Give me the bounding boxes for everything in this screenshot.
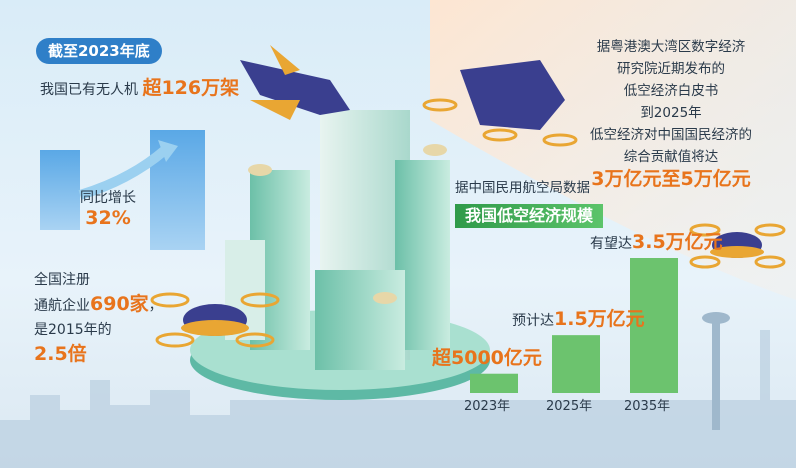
value-label: 有望达3.5万亿元 [590, 232, 723, 254]
growth-arrow [78, 146, 169, 200]
aircraft [240, 60, 350, 115]
x-tick-label: 2025年 [546, 399, 593, 414]
value: 1.5万亿元 [554, 308, 645, 331]
x-tick-label: 2035年 [624, 399, 671, 414]
line: 通航企业690家， [34, 292, 163, 318]
aviation: 全国注册 通航企业690家， 是2015年的 2.5倍 [34, 268, 163, 366]
growth: 同比增长 32% [80, 188, 136, 228]
source-middle: 据中国民用航空局数据 [455, 180, 590, 196]
line: 低空经济白皮书 [623, 83, 719, 99]
banner: 我国低空经济规模 [455, 204, 604, 228]
value-label: 预计达1.5万亿元 [512, 309, 645, 331]
value-label: 超5000亿元 [432, 348, 542, 370]
skyline [0, 330, 796, 468]
line: 综合贡献值将达 [623, 149, 719, 165]
arrow-head [158, 140, 178, 162]
bar [552, 335, 600, 393]
value: 超5000亿元 [432, 346, 542, 369]
bar [470, 373, 518, 393]
line: 低空经济对中国国民经济的 [590, 127, 752, 143]
text: ， [148, 298, 163, 314]
bar [630, 258, 678, 393]
helipad [423, 144, 447, 156]
label: 同比增长 [80, 190, 136, 206]
highlight: 32% [85, 207, 131, 229]
helipad [248, 164, 272, 176]
label-prefix: 预计达 [512, 313, 554, 330]
highlight: 690家 [90, 293, 149, 315]
drone-base [710, 246, 764, 258]
drone-base [181, 320, 249, 336]
drones-text: 我国已有无人机 超126万架 [40, 78, 239, 100]
line: 研究院近期发布的 [617, 61, 725, 77]
x-tick-label: 2023年 [464, 399, 511, 414]
value: 3.5万亿元 [632, 231, 723, 253]
building [315, 270, 405, 370]
rotors [150, 98, 786, 348]
label: 我国已有无人机 [40, 82, 138, 98]
air-taxi [460, 60, 565, 130]
tower [712, 320, 720, 430]
badge: 截至2023年底 [36, 38, 162, 64]
drone-bar-2023 [150, 130, 205, 250]
line: 到2025年 [640, 105, 702, 121]
drone-bar-2022 [40, 150, 80, 230]
aircraft-wing [250, 45, 300, 120]
highlight: 3万亿元至5万亿元 [591, 168, 751, 190]
helipad [373, 292, 397, 304]
text: 通航企业 [34, 298, 90, 314]
highlight: 超126万架 [142, 77, 240, 99]
tower-top [702, 312, 730, 324]
line: 是2015年的 [34, 322, 112, 338]
highlight: 2.5倍 [34, 343, 87, 365]
line: 全国注册 [34, 272, 90, 288]
source-right: 据粤港澳大湾区数字经济 研究院近期发布的 低空经济白皮书 到2025年低空经济对中国国… [590, 36, 752, 190]
line: 据粤港澳大湾区数字经济 [596, 39, 746, 55]
label-prefix: 有望达 [590, 236, 632, 252]
bar-chart [470, 258, 678, 393]
